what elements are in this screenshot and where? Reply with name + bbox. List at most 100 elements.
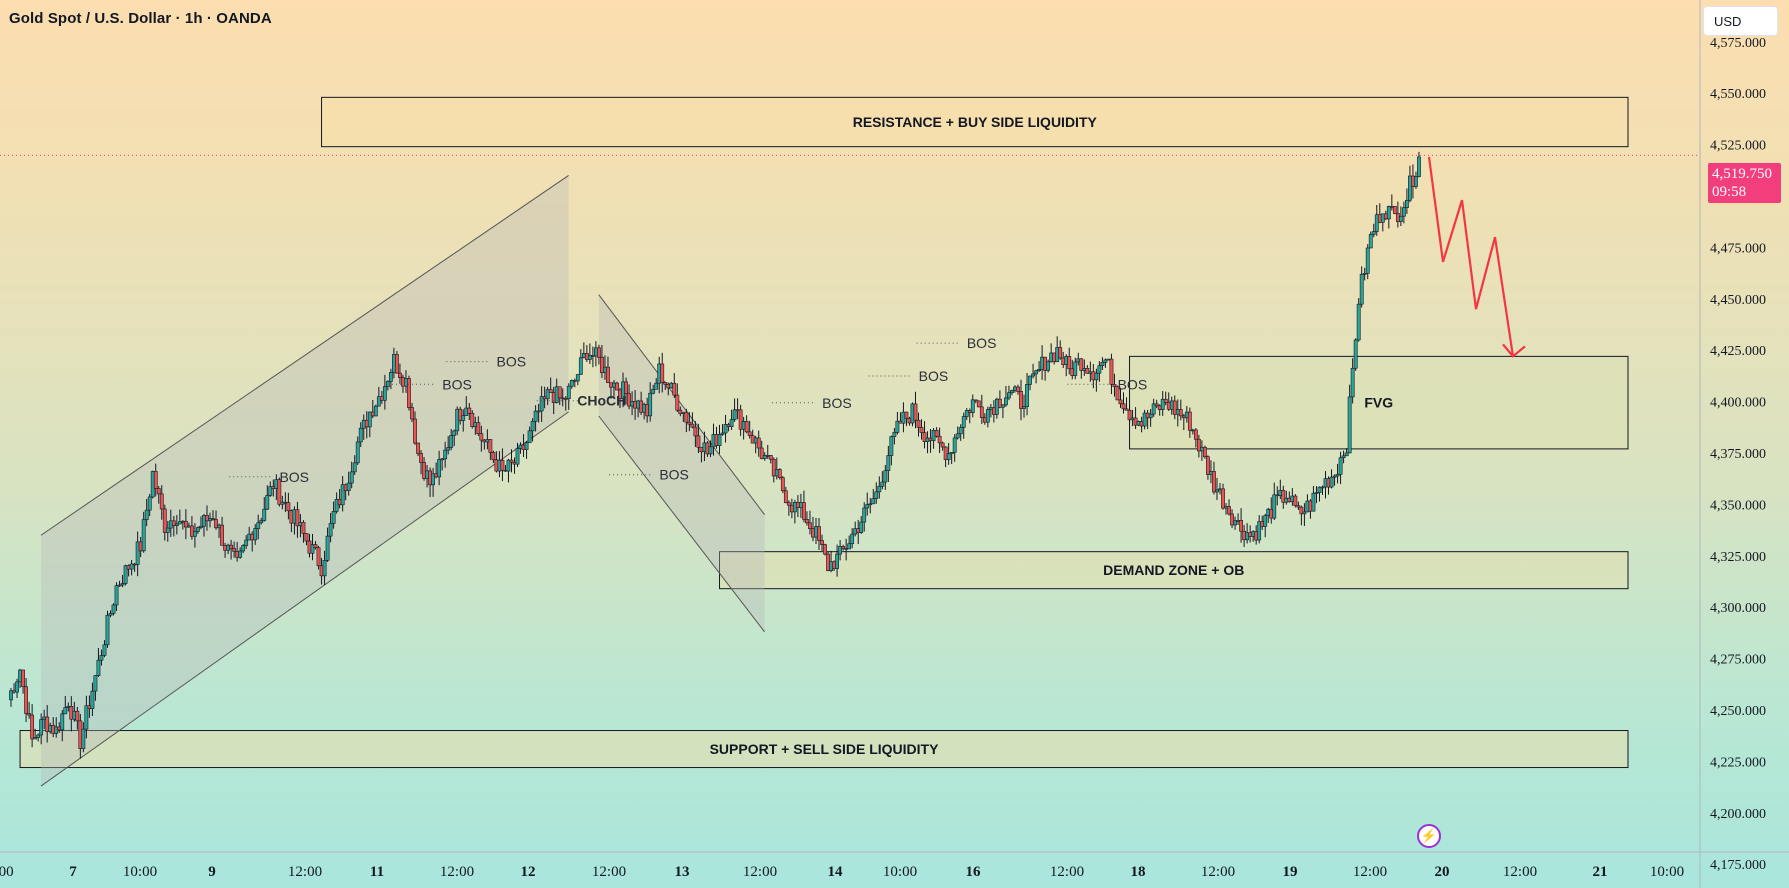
candle-body: [60, 713, 65, 731]
candle-body: [367, 411, 372, 428]
candle-body: [1121, 403, 1126, 410]
candle-body: [747, 431, 752, 436]
candle-body: [557, 386, 562, 399]
candle-body: [443, 449, 448, 460]
candle-body: [346, 482, 351, 491]
candle-body: [1365, 247, 1370, 274]
candle-body: [762, 455, 767, 459]
candle-body: [964, 410, 969, 417]
candle-body: [256, 522, 261, 529]
candle-body: [606, 366, 610, 384]
candle-body: [1100, 362, 1105, 366]
candle-body: [744, 421, 749, 433]
candle-body: [211, 518, 215, 520]
candle-body: [413, 418, 417, 444]
candle-body: [802, 502, 806, 520]
candle-body: [1025, 384, 1029, 407]
candle-body: [1329, 476, 1334, 488]
candle-body: [355, 441, 360, 464]
candle-body: [1221, 488, 1225, 509]
candle-body: [1386, 206, 1391, 220]
candle-body: [587, 355, 592, 360]
candle-body: [84, 705, 89, 730]
candle-body: [1350, 367, 1355, 398]
candle-body: [949, 452, 954, 455]
candle-body: [506, 459, 511, 472]
time-tick-label: 12:00: [1201, 864, 1235, 880]
candle-body: [304, 533, 309, 542]
candle-body: [1154, 403, 1159, 407]
channel-layer: [40, 175, 765, 787]
price-tick-label: 4,550.000: [1710, 87, 1766, 102]
price-tick-label: 4,300.000: [1710, 601, 1766, 616]
candle-body: [422, 462, 426, 479]
candle-body: [1405, 199, 1409, 208]
price-tick-label: 4,475.000: [1710, 241, 1766, 256]
candle-body: [1356, 303, 1361, 341]
candle-body: [500, 459, 505, 471]
candle-body: [129, 563, 134, 570]
candle-body: [1028, 375, 1032, 385]
candle-body: [684, 411, 689, 423]
lightning-icon[interactable]: ⚡: [1417, 824, 1441, 848]
candle-body: [1046, 361, 1051, 371]
price-tick-label: 4,350.000: [1710, 498, 1766, 513]
candle-body: [524, 442, 529, 450]
candle-body: [708, 446, 713, 455]
candle-body: [301, 522, 306, 534]
time-tick-label: 11: [370, 864, 384, 880]
candle-body: [1362, 273, 1367, 275]
zone-box: [719, 551, 1629, 590]
candle-body: [1193, 429, 1198, 440]
candle-body: [1022, 406, 1026, 409]
last-price-value: 4,519.750: [1712, 166, 1772, 182]
candle-body: [919, 427, 924, 433]
candle-body: [431, 473, 436, 486]
candle-body: [214, 519, 218, 529]
candle-body: [1239, 520, 1243, 532]
candle-body: [1341, 455, 1346, 459]
price-tick-label: 4,425.000: [1710, 344, 1766, 359]
candle-body: [847, 543, 852, 550]
candle-body: [1311, 492, 1316, 512]
candle-body: [895, 420, 900, 433]
candle-body: [1293, 495, 1298, 506]
candle-body: [135, 541, 140, 565]
candle-body: [45, 716, 50, 732]
candle-body: [144, 509, 149, 520]
currency-button[interactable]: USD: [1703, 6, 1778, 36]
candle-body: [756, 437, 761, 449]
candle-body: [27, 713, 32, 716]
candle-body: [946, 453, 951, 460]
time-tick-label: 12:00: [288, 864, 322, 880]
candle-body: [1398, 215, 1403, 222]
candle-body: [1414, 176, 1418, 187]
candle-body: [862, 507, 867, 523]
candles-layer: [9, 151, 1421, 759]
candle-body: [1215, 489, 1219, 493]
candle-body: [96, 659, 101, 676]
candle-body: [15, 681, 19, 693]
candle-body: [880, 481, 885, 487]
candle-body: [1019, 391, 1023, 409]
candle-body: [627, 393, 631, 407]
price-tick-label: 4,575.000: [1710, 36, 1766, 51]
candle-body: [358, 427, 363, 443]
candle-body: [102, 644, 107, 656]
candle-body: [575, 374, 580, 382]
candle-body: [437, 459, 442, 478]
candle-body: [805, 518, 809, 524]
candle-body: [162, 508, 167, 533]
candle-body: [467, 407, 472, 414]
candle-body: [1203, 446, 1207, 458]
candle-body: [313, 544, 318, 548]
candle-body: [177, 521, 182, 525]
candle-body: [410, 407, 414, 420]
time-tick-label: 18: [1131, 864, 1146, 880]
candle-body: [687, 421, 692, 425]
candle-body: [1212, 471, 1216, 493]
structure-label: BOS: [497, 354, 527, 370]
candle-body: [265, 495, 270, 510]
candle-body: [488, 439, 493, 453]
